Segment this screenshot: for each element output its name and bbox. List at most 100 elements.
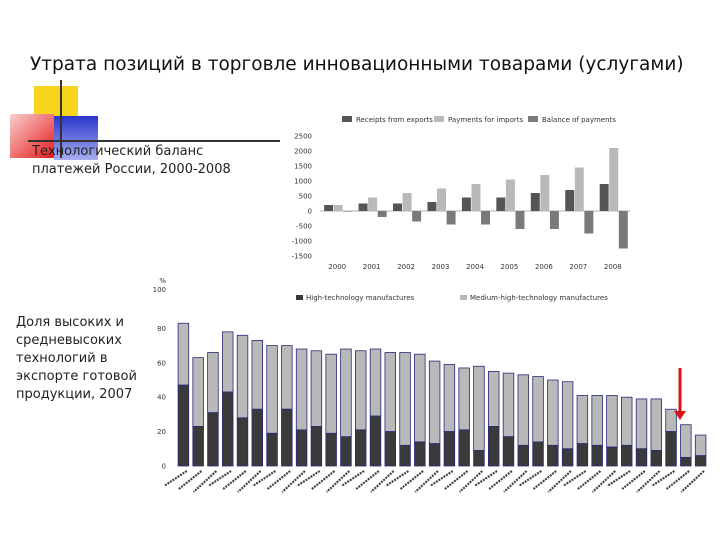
bar-high [192,426,204,467]
bar-high [606,446,618,467]
x-tick-label: 2005 [501,263,519,271]
bar-medium-high [236,334,249,419]
bar [343,211,353,212]
legend-swatch [460,295,467,300]
x-tick-label: 2004 [466,263,484,271]
bar-high [355,429,367,467]
bar-high [207,412,219,467]
bar-high [399,444,411,467]
x-tick-label: 2008 [604,263,622,271]
legend-label: Balance of payments [542,116,616,124]
bar-medium-high [266,345,278,434]
bar-medium-high [488,371,500,427]
bar-medium-high [621,396,633,446]
y-tick-label: -1500 [292,253,312,261]
x-tick-label [458,470,484,493]
x-tick-label [222,470,247,490]
bar-medium-high [591,395,603,446]
legend-swatch [434,116,444,122]
x-tick-label: 2006 [535,263,553,271]
legend-label: Payments for imports [448,116,523,124]
bar-high [621,444,633,467]
x-tick-label [532,470,557,490]
x-tick-label [562,470,587,487]
x-tick-label [429,470,454,487]
bar [574,167,584,211]
bar-high [532,441,544,467]
y-tick-label: 60 [157,359,166,367]
x-tick-label [503,470,528,493]
bar [377,211,387,217]
bar-high [369,415,382,467]
bar-high [473,450,485,467]
bar-high [547,444,559,467]
arrow-head-icon [674,411,686,420]
bar-high [665,431,677,467]
bar-medium-high [576,395,589,445]
x-tick-label [281,470,306,493]
bar [496,197,506,211]
bar [427,202,437,211]
y-tick-label: 40 [157,394,166,402]
bar-high [591,444,603,467]
bar [530,193,540,211]
bar-high [295,429,308,467]
bar [540,175,550,211]
bar-medium-high [443,364,456,432]
bar-medium-high [251,340,263,410]
bar-high [310,426,323,467]
bar [505,179,515,211]
x-tick-label: 2001 [363,263,381,271]
caption-export-share: Доля высоких и средневысоких технологий … [16,315,137,402]
x-tick-label [311,470,336,490]
x-tick-label: 2000 [328,263,346,271]
y-tick-label: 2000 [294,148,312,156]
x-tick-label: 2007 [569,263,587,271]
balance-chart: Receipts from exports Payments for import… [292,116,630,271]
x-tick-label [192,470,218,493]
x-tick-label [399,470,424,490]
bar-medium-high [355,350,367,431]
y-tick-label: 500 [299,193,312,201]
bar-medium-high [192,357,204,427]
y-tick-label: -1000 [292,238,312,246]
bar-medium-high [369,348,382,417]
decor-horizontal-line [28,140,280,142]
x-tick-label [488,470,513,490]
bar [446,211,456,225]
x-tick-label: 2002 [397,263,415,271]
legend-swatch [296,295,303,300]
bar [402,193,412,211]
x-tick-label [414,470,439,493]
bar [358,203,368,211]
bar-medium-high [207,352,219,414]
y-tick-label: 80 [157,325,166,333]
bar-medium-high [694,434,707,457]
x-tick-label [252,470,276,487]
bar [481,211,491,225]
x-tick-label [444,470,469,490]
caption-balance: Технологический баланс платежей России, … [32,144,231,177]
bar-high [340,436,352,467]
x-tick-label [325,470,351,493]
bar [471,184,481,211]
x-tick-label: 2003 [432,263,450,271]
bar [515,211,525,229]
bar-medium-high [310,350,323,427]
y-tick-label: 0 [308,208,312,216]
bar-medium-high [680,424,692,458]
bar [393,203,402,211]
y-unit-label: % [159,277,166,285]
bar-high [222,391,234,467]
x-tick-label [340,470,365,487]
bar [461,197,471,211]
bar-high [576,443,589,467]
bar-medium-high [177,322,190,386]
x-tick-label [651,470,675,487]
x-tick-label [207,470,232,487]
bar-medium-high [414,353,426,443]
bar [437,188,447,211]
bar [549,211,559,229]
bar [324,205,334,211]
bar-high [680,456,692,467]
